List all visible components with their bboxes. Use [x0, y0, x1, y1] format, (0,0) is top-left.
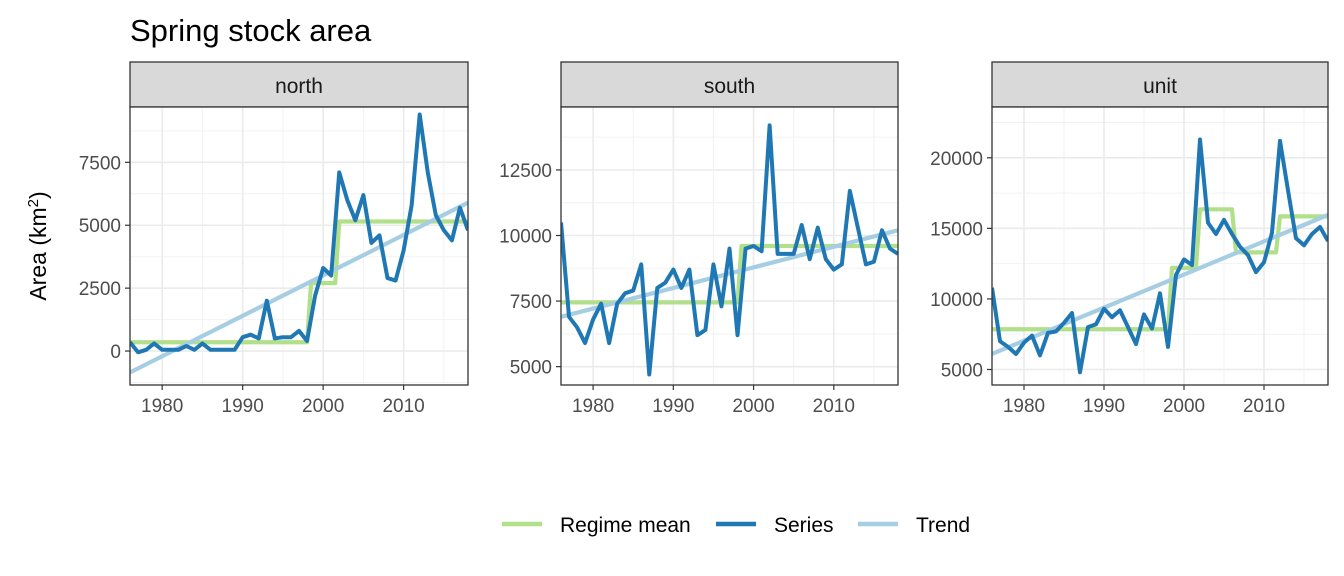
x-tick-label: 1990 [652, 396, 694, 417]
x-tick-label: 1990 [222, 396, 264, 417]
y-tick-label: 5000 [79, 216, 121, 237]
y-tick-label: 10000 [930, 290, 983, 311]
x-tick-label: 1980 [1003, 396, 1045, 417]
y-axis-label-superscript: 2 [25, 199, 42, 207]
y-tick-label: 5000 [510, 358, 552, 379]
legend-item-trend: Trend [858, 514, 970, 537]
x-tick-label: 2010 [813, 396, 855, 417]
legend-label: Series [774, 514, 834, 537]
x-tick-label: 1980 [141, 396, 183, 417]
chart-title: Spring stock area [130, 13, 372, 48]
legend-item-series: Series [716, 514, 834, 537]
series-lines [130, 112, 468, 375]
panel-border [129, 106, 469, 386]
x-tick-label: 1980 [572, 396, 614, 417]
x-tick-label: 2000 [302, 396, 344, 417]
y-axis-label: Area (km2) [25, 191, 52, 300]
y-tick-label: 7500 [79, 153, 121, 174]
series-line-regime-mean [561, 243, 898, 305]
panel-strip [129, 61, 469, 108]
y-axis-label-close: ) [25, 191, 51, 199]
y-tick-label: 20000 [930, 149, 983, 170]
panel-strip-label: south [704, 75, 755, 98]
x-tick-label: 2000 [1163, 396, 1205, 417]
series-line-regime-mean [130, 219, 468, 345]
panel-unit: unit 1980 1990 2000 2010 5000 10000 15000 20000 [930, 61, 1329, 417]
y-tick-label: 2500 [79, 279, 121, 300]
panel-strip-label: north [275, 75, 323, 98]
legend-label: Regime mean [560, 514, 691, 537]
plot-area [130, 107, 468, 385]
series-lines [561, 123, 898, 377]
chart-panels: north 1980 1990 2000 2010 0 2500 5000 7500 south 1… [79, 61, 1329, 417]
y-tick-label: 15000 [930, 219, 983, 240]
x-tick-label: 2010 [1243, 396, 1285, 417]
panel-border [991, 106, 1329, 386]
x-tick-label: 2010 [382, 396, 424, 417]
legend-item-regime-mean: Regime mean [502, 514, 691, 537]
y-tick-label: 0 [110, 342, 121, 363]
series-line-series [992, 137, 1328, 375]
panel-strip [991, 61, 1329, 108]
panel-border [560, 106, 899, 386]
series-line-series [130, 112, 468, 355]
legend-label: Trend [916, 514, 970, 537]
panel-south: south 1980 1990 2000 2010 5000 7500 10000 12500 [499, 61, 899, 417]
series-line-series [561, 123, 898, 377]
y-tick-label: 10000 [499, 227, 552, 248]
series-lines [992, 137, 1328, 375]
panel-strip-label: unit [1143, 75, 1177, 98]
y-tick-label: 12500 [499, 161, 552, 182]
chart-legend: Regime mean Series Trend [502, 514, 970, 537]
y-tick-label: 7500 [510, 292, 552, 313]
panel-north: north 1980 1990 2000 2010 0 2500 5000 7500 [79, 61, 469, 417]
y-tick-label: 5000 [941, 360, 983, 381]
x-tick-label: 2000 [732, 396, 774, 417]
y-axis-label-main: Area (km [25, 207, 51, 300]
x-tick-label: 1990 [1083, 396, 1125, 417]
